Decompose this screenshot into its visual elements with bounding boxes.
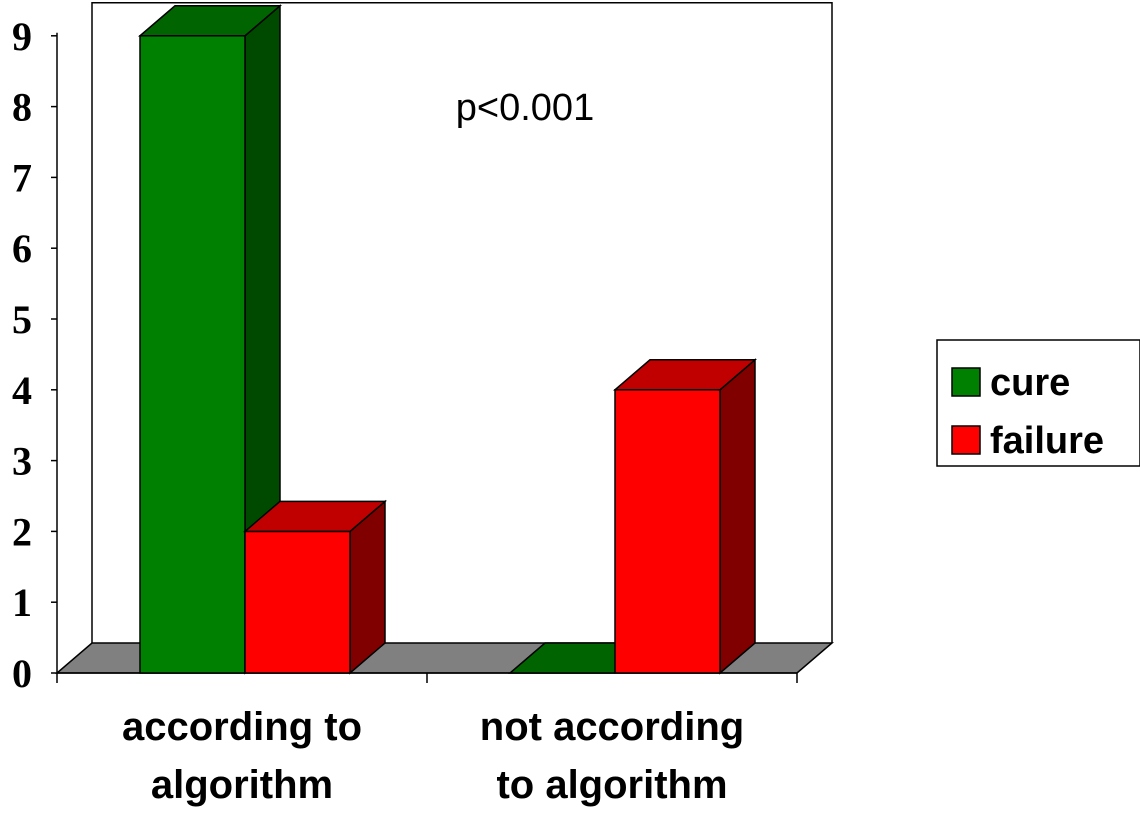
bar-front: [244, 530, 351, 674]
x-ticks: [56, 673, 798, 683]
bar-failure: [612, 358, 758, 675]
y-tick-label: 1: [12, 580, 32, 625]
bar-top: [242, 500, 388, 533]
legend-label-failure: failure: [990, 420, 1104, 462]
legend-swatch-cure: [951, 367, 981, 397]
back-wall: [91, 2, 833, 643]
bar-failure: [242, 499, 388, 675]
bar-cure: [137, 4, 283, 675]
y-ticks: 0 1 2 3 4 5 6 7 8 9: [12, 14, 57, 696]
legend-swatch-failure: [951, 425, 981, 455]
bar-top: [612, 359, 758, 391]
legend-label-cure: cure: [990, 362, 1070, 404]
bar-top: [137, 5, 283, 37]
y-tick-label: 5: [12, 297, 32, 342]
y-tick-label: 7: [12, 155, 32, 200]
bars: [137, 4, 758, 675]
bar-front: [139, 35, 246, 674]
bar-side: [719, 358, 756, 675]
y-tick-label: 6: [12, 226, 32, 271]
y-tick-label: 4: [12, 368, 32, 413]
y-tick-label: 8: [12, 85, 32, 130]
y-tick-label: 0: [12, 651, 32, 696]
x-category-label: not according to algorithm: [480, 705, 744, 807]
x-category-label: according to algorithm: [122, 705, 362, 807]
bar-front: [614, 389, 721, 674]
p-value-annotation: p<0.001: [456, 87, 594, 129]
y-tick-label: 3: [12, 439, 32, 484]
y-tick-label: 9: [12, 14, 32, 59]
y-tick-label: 2: [12, 509, 32, 554]
legend: cure failure: [936, 339, 1140, 467]
x-category-labels: according to algorithm not according to alg…: [122, 705, 744, 807]
